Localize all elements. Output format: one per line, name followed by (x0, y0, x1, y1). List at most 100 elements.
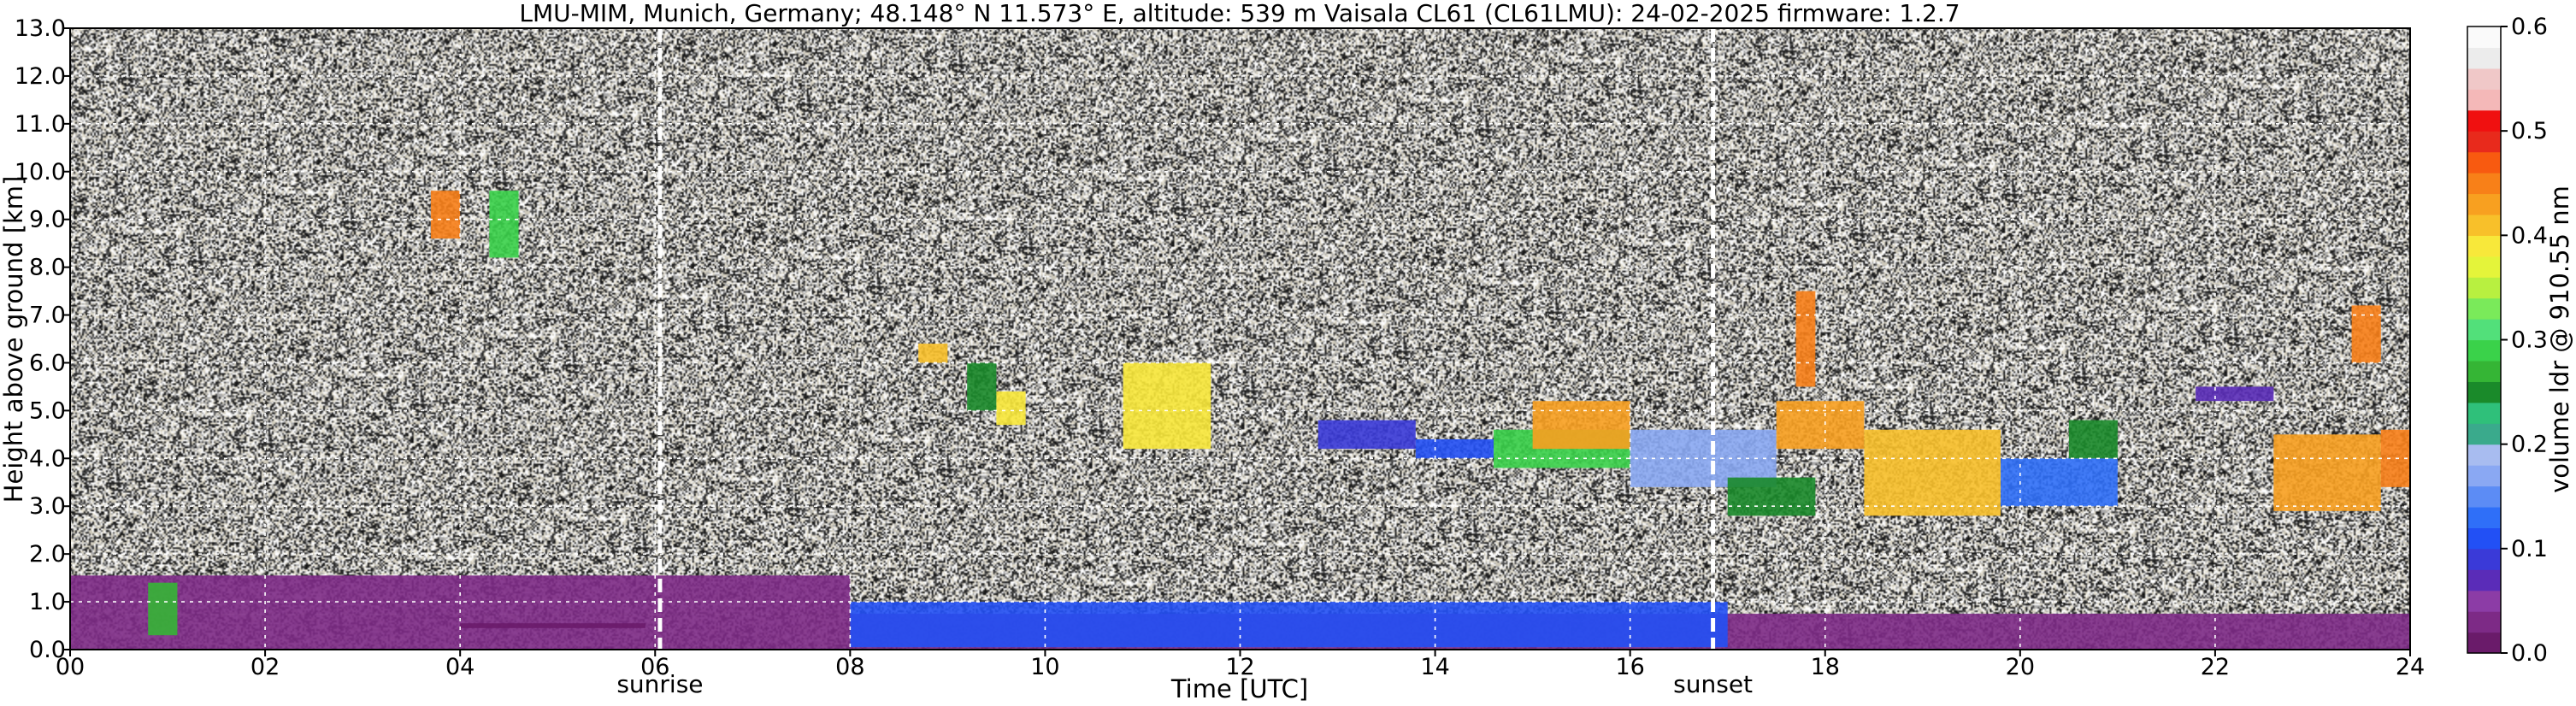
ldr-region (850, 602, 1728, 648)
colorbar-segment (2467, 569, 2501, 591)
colorbar-segment (2467, 423, 2501, 445)
ldr-region (1317, 420, 1416, 450)
x-tick-label: 14 (1420, 654, 1449, 680)
colorbar-segment (2467, 214, 2501, 236)
colorbar-segment (2467, 548, 2501, 570)
colorbar-segment (2467, 47, 2501, 69)
x-tick-label: 24 (2396, 654, 2425, 680)
colorbar-segments (2467, 26, 2501, 654)
y-tick-label: 9.0 (29, 207, 66, 233)
y-tick-label: 1.0 (29, 589, 66, 615)
ldr-region (430, 191, 461, 239)
colorbar-segment (2467, 465, 2501, 487)
ldr-region (1864, 429, 2001, 516)
colorbar-tick-label: 0.4 (2511, 222, 2548, 249)
ldr-region (1727, 477, 1816, 516)
colorbar-segment (2467, 402, 2501, 424)
colorbar-segment (2467, 485, 2501, 508)
event-labels: sunrise sunset (616, 670, 1753, 698)
event-label: sunset (1673, 670, 1753, 698)
colorbar-segment (2467, 319, 2501, 341)
colorbar-segment (2467, 173, 2501, 195)
colorbar-segment (2467, 632, 2501, 654)
ldr-region (996, 391, 1026, 426)
colorbar-tick-label: 0.6 (2511, 14, 2548, 40)
ldr-region (918, 344, 948, 363)
colorbar-segment (2467, 193, 2501, 215)
x-axis-title: Time [UTC] (1170, 674, 1308, 703)
ldr-region (2273, 434, 2381, 511)
colorbar-tick-label: 0.0 (2511, 640, 2548, 667)
x-tick-label: 16 (1615, 654, 1644, 680)
ldr-region (1776, 401, 1865, 450)
colorbar-segment (2467, 131, 2501, 153)
colorbar-segment (2467, 506, 2501, 528)
y-tick-label: 10.0 (15, 159, 66, 185)
x-tick-label: 06 (640, 654, 669, 680)
colorbar-segment (2467, 151, 2501, 174)
colorbar-segment (2467, 26, 2501, 49)
ldr-region (1795, 291, 1816, 387)
colorbar: 0.0 0.1 0.2 0.3 0.4 0.5 0.6 volume ldr @ 910.5… (2467, 14, 2574, 667)
x-tick-label: 10 (1030, 654, 1059, 680)
colorbar-ticks: 0.0 0.1 0.2 0.3 0.4 0.5 0.6 (2501, 14, 2548, 667)
y-tick-label: 6.0 (29, 350, 66, 376)
x-tick-label: 18 (1811, 654, 1840, 680)
plot-area (69, 27, 2411, 650)
chart-title: LMU-MIM, Munich, Germany; 48.148° N 11.5… (519, 0, 1960, 27)
colorbar-segment (2467, 590, 2501, 612)
y-tick-label: 0.0 (29, 637, 66, 663)
colorbar-segment (2467, 68, 2501, 90)
y-tick-label: 13.0 (15, 15, 66, 42)
y-tick-label: 5.0 (29, 397, 66, 424)
ldr-region (2068, 420, 2118, 459)
colorbar-label: volume ldr @ 910.55 nm (2545, 185, 2574, 493)
x-tick-label: 20 (2006, 654, 2035, 680)
colorbar-segment (2467, 527, 2501, 550)
y-axis-ticks: 0.0 1.0 2.0 3.0 4.0 5.0 6.0 7.0 8.0 9.0 10.0 11.0 12… (15, 15, 70, 663)
backscatter-regions (70, 191, 2410, 650)
y-tick-label: 3.0 (29, 493, 66, 520)
colorbar-tick-label: 0.1 (2511, 536, 2548, 562)
ldr-region (460, 623, 645, 628)
x-axis-ticks: 00 02 04 06 08 10 12 14 16 18 20 22 24 (56, 650, 2425, 680)
colorbar-segment (2467, 256, 2501, 278)
x-tick-label: 02 (251, 654, 280, 680)
colorbar-segment (2467, 360, 2501, 382)
colorbar-segment (2467, 297, 2501, 320)
event-lines (657, 28, 1716, 650)
colorbar-segment (2467, 89, 2501, 111)
event-label: sunrise (616, 670, 703, 698)
y-tick-label: 12.0 (15, 63, 66, 90)
ldr-region (1415, 438, 1494, 459)
x-tick-label: 00 (56, 654, 85, 680)
colorbar-segment (2467, 277, 2501, 299)
x-tick-label: 04 (445, 654, 475, 680)
colorbar-segment (2467, 381, 2501, 403)
colorbar-tick-label: 0.3 (2511, 327, 2548, 354)
ldr-region (2001, 458, 2118, 507)
y-tick-label: 7.0 (29, 303, 66, 329)
colorbar-segment (2467, 444, 2501, 466)
y-tick-label: 8.0 (29, 255, 66, 281)
y-tick-label: 2.0 (29, 541, 66, 568)
ldr-region (1123, 362, 1211, 450)
colorbar-segment (2467, 611, 2501, 633)
y-axis-title: Height above ground [km] (0, 176, 28, 503)
y-tick-label: 11.0 (15, 111, 66, 138)
ldr-region (967, 362, 997, 411)
x-tick-label: 12 (1225, 654, 1254, 680)
colorbar-segment (2467, 235, 2501, 257)
ldr-region (2196, 386, 2274, 402)
ldr-region (148, 582, 178, 636)
colorbar-segment (2467, 109, 2501, 132)
colorbar-tick-label: 0.5 (2511, 118, 2548, 144)
ldr-region (2351, 305, 2381, 363)
ldr-region (489, 191, 519, 258)
y-tick-label: 4.0 (29, 445, 66, 472)
colorbar-segment (2467, 339, 2501, 362)
colorbar-tick-label: 0.2 (2511, 432, 2548, 458)
ldr-region (1532, 401, 1630, 450)
x-tick-label: 22 (2201, 654, 2230, 680)
